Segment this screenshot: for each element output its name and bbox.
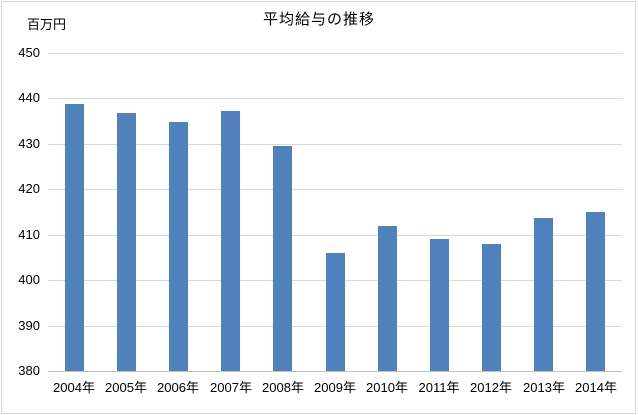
gridline (48, 98, 622, 99)
x-tick-label: 2005年 (105, 380, 147, 395)
x-tick-label: 2013年 (523, 380, 565, 395)
bar-2008年 (273, 146, 292, 371)
x-tick-label: 2006年 (157, 380, 199, 395)
x-tick-label: 2008年 (262, 380, 304, 395)
gridline (48, 235, 622, 236)
bar-2005年 (117, 113, 136, 371)
y-tick-label: 440 (18, 90, 40, 105)
bar-2013年 (534, 218, 553, 371)
y-tick-label: 380 (18, 363, 40, 378)
y-tick-label: 430 (18, 136, 40, 151)
gridline (48, 144, 622, 145)
bar-2014年 (586, 212, 605, 371)
bar-2010年 (378, 226, 397, 371)
x-tick-label: 2007年 (210, 380, 252, 395)
bar-2006年 (169, 122, 188, 371)
bar-2004年 (65, 104, 84, 371)
y-tick-label: 390 (18, 318, 40, 333)
y-tick-label: 420 (18, 181, 40, 196)
x-tick-label: 2011年 (418, 380, 460, 395)
gridline (48, 189, 622, 190)
bar-2012年 (482, 244, 501, 371)
x-tick-label: 2009年 (314, 380, 356, 395)
y-tick-label: 450 (18, 45, 40, 60)
x-tick-label: 2010年 (366, 380, 408, 395)
bar-2009年 (326, 253, 345, 371)
chart-title: 平均給与の推移 (262, 11, 375, 28)
x-tick-label: 2004年 (53, 380, 95, 395)
bar-2011年 (430, 239, 449, 371)
y-axis-unit-label: 百万円 (27, 17, 67, 32)
y-tick-label: 410 (18, 227, 40, 242)
x-axis-line (48, 371, 622, 372)
y-tick-label: 400 (18, 272, 40, 287)
x-tick-label: 2014年 (575, 380, 617, 395)
x-tick-label: 2012年 (470, 380, 512, 395)
gridline (48, 53, 622, 54)
bar-2007年 (221, 111, 240, 371)
